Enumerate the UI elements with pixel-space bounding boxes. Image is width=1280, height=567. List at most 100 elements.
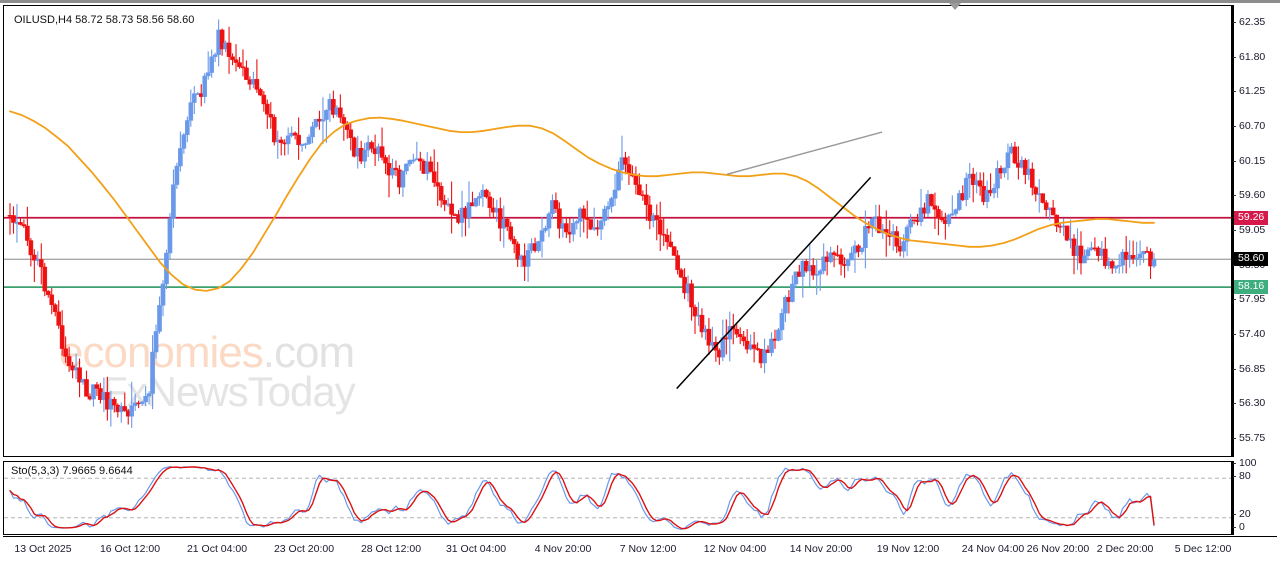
candle-body	[1002, 167, 1007, 174]
time-label: 14 Nov 20:00	[789, 543, 853, 555]
candle-body	[904, 226, 910, 242]
candle-body	[793, 271, 799, 285]
time-label: 16 Oct 12:00	[99, 543, 161, 555]
candle-body	[94, 384, 100, 389]
candle-body	[428, 161, 434, 172]
candle-body	[473, 198, 479, 207]
candle-body	[484, 189, 489, 198]
candle-body	[150, 351, 155, 394]
candle-body	[581, 208, 587, 218]
candle-body	[122, 406, 128, 411]
time-label: 23 Oct 20:00	[273, 543, 335, 555]
candle-body	[838, 254, 844, 265]
candle-body	[762, 349, 767, 364]
candle-body	[1109, 261, 1115, 269]
price-badge-support: 58.16	[1234, 280, 1269, 295]
candle-body	[404, 163, 409, 172]
candle-body	[77, 367, 82, 383]
candle-body	[953, 209, 959, 214]
price-tick: 61.80	[1232, 51, 1265, 63]
candle-body	[737, 333, 743, 337]
price-tick: 57.95	[1232, 294, 1265, 305]
price-axis[interactable]: 62.3561.8061.2560.7060.1559.6059.0558.50…	[1232, 5, 1277, 536]
candle-body	[303, 143, 308, 146]
stochastic-axis-line	[1232, 461, 1234, 535]
candle-body	[1130, 255, 1136, 259]
stochastic-pane[interactable]: Sto(5,3,3) 7.9665 9.6644	[3, 461, 1232, 535]
candle-body	[657, 219, 663, 235]
candle-body	[1040, 193, 1046, 203]
price-tick: 60.15	[1232, 155, 1265, 167]
candle-body	[449, 203, 454, 215]
price-tick: 59.05	[1232, 225, 1265, 236]
candle-body	[285, 135, 291, 145]
candle-body	[42, 266, 48, 292]
candle-body	[271, 116, 277, 143]
candle-body	[849, 252, 854, 261]
candle-body	[66, 356, 72, 367]
candle-body	[181, 134, 187, 149]
candle-body	[863, 226, 868, 249]
candle-body	[233, 59, 239, 63]
candle-body	[313, 118, 319, 127]
candle-body	[320, 119, 326, 122]
candle-body	[418, 158, 423, 162]
time-label: 4 Nov 20:00	[534, 543, 592, 555]
candle-body	[689, 283, 694, 308]
candle-body	[553, 200, 559, 209]
candle-body	[278, 139, 284, 143]
candle-body	[296, 134, 301, 146]
candle-body	[362, 149, 367, 162]
candle-body	[1023, 159, 1028, 175]
candle-body	[28, 240, 34, 256]
candle-body	[970, 173, 976, 185]
candle-body	[45, 290, 51, 296]
candle-body	[1085, 249, 1091, 257]
time-label: 31 Oct 04:00	[445, 543, 507, 555]
candle-body	[112, 398, 117, 406]
time-axis[interactable]: 13 Oct 2025 16 Oct 12:00 21 Oct 04:00 23 Oc…	[3, 536, 1277, 562]
moving-average-line	[9, 110, 1155, 292]
candle-body	[431, 171, 437, 183]
price-tick: 55.75	[1232, 432, 1265, 444]
candle-body	[692, 306, 698, 317]
time-label: 5 Dec 12:00	[1174, 543, 1232, 555]
time-label: 28 Oct 12:00	[360, 543, 422, 555]
candle-body	[84, 379, 89, 397]
candle-body	[331, 99, 336, 115]
candle-body	[539, 230, 545, 242]
candle-body	[146, 393, 152, 397]
candle-body	[918, 207, 924, 222]
candle-body	[616, 169, 621, 191]
candle-body	[574, 221, 580, 224]
stochastic-canvas	[4, 465, 1231, 531]
candle-body	[810, 265, 816, 276]
candle-body	[240, 66, 246, 69]
candle-body	[244, 67, 249, 80]
candle-body	[821, 256, 826, 272]
stochastic-k-line	[9, 465, 1155, 531]
candle-body	[936, 209, 941, 218]
price-chart-pane[interactable]: OILUSD,H4 58.72 58.73 58.56 58.60 econom…	[3, 5, 1232, 457]
candle-body	[1148, 251, 1153, 267]
candle-body	[268, 114, 274, 118]
candle-body	[584, 217, 590, 220]
candle-body	[1033, 187, 1039, 195]
candle-body	[675, 255, 680, 270]
candle-body	[1050, 207, 1056, 216]
candle-body	[699, 314, 705, 333]
candle-body	[644, 194, 649, 206]
candle-body	[205, 72, 211, 77]
candle-body	[612, 189, 618, 199]
candle-body	[341, 117, 347, 124]
time-label: 19 Nov 12:00	[876, 543, 940, 555]
candle-body	[932, 205, 938, 210]
candle-body	[1012, 146, 1018, 164]
candle-body	[219, 29, 225, 50]
candle-body	[508, 226, 514, 240]
candle-body	[751, 344, 757, 349]
price-tick: 59.60	[1232, 190, 1265, 201]
candle-body	[411, 159, 416, 162]
candle-body	[174, 165, 180, 185]
